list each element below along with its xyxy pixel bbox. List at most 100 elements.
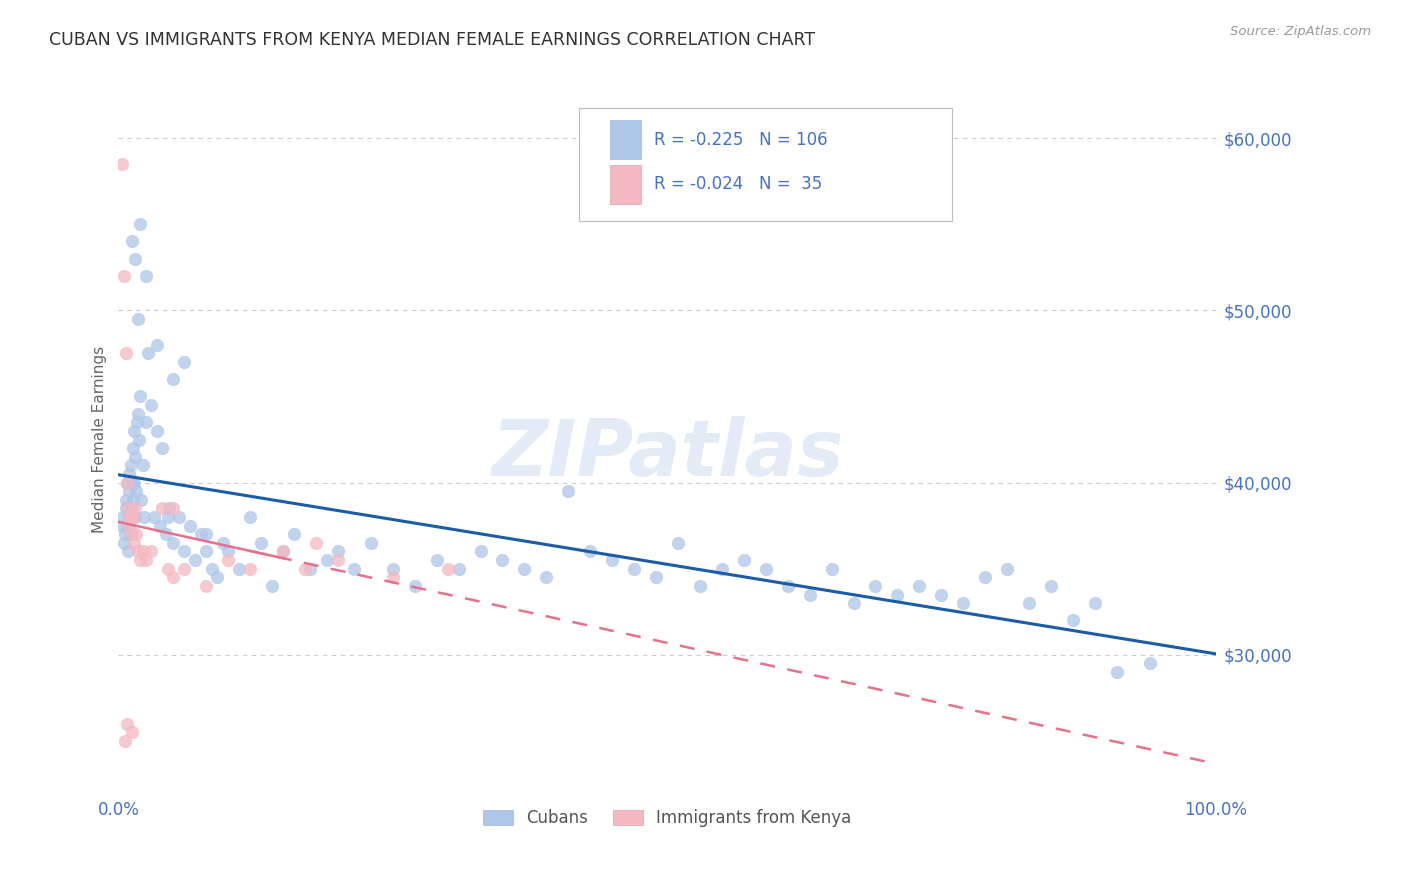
Point — [136, 346, 159, 360]
Point — [195, 527, 218, 541]
Point — [125, 527, 148, 541]
Point — [1084, 596, 1107, 610]
Point — [127, 415, 149, 429]
Point — [125, 484, 148, 499]
Point — [600, 553, 623, 567]
Point — [111, 157, 134, 171]
Point — [121, 725, 143, 739]
Point — [184, 553, 207, 567]
Point — [118, 518, 141, 533]
Point — [886, 588, 908, 602]
Text: Source: ZipAtlas.com: Source: ZipAtlas.com — [1230, 25, 1371, 38]
Point — [115, 716, 138, 731]
Point — [157, 501, 180, 516]
Point — [173, 355, 195, 369]
Point — [666, 536, 689, 550]
Point — [114, 734, 136, 748]
Point — [239, 562, 262, 576]
Point — [120, 510, 142, 524]
Point — [111, 518, 134, 533]
Point — [162, 372, 184, 386]
Point — [156, 562, 179, 576]
Point — [1040, 579, 1063, 593]
Point — [146, 424, 169, 438]
Point — [127, 407, 149, 421]
Point — [195, 579, 218, 593]
Point — [124, 510, 146, 524]
Point — [201, 562, 224, 576]
Point — [118, 510, 141, 524]
Point — [271, 544, 294, 558]
Point — [121, 235, 143, 249]
Point — [118, 510, 141, 524]
Point — [1139, 657, 1161, 671]
Point — [121, 510, 143, 524]
Point — [623, 562, 645, 576]
Point — [239, 510, 262, 524]
Point — [141, 544, 163, 558]
Point — [710, 562, 733, 576]
Point — [995, 562, 1018, 576]
FancyBboxPatch shape — [610, 120, 641, 159]
Point — [124, 252, 146, 266]
Point — [162, 570, 184, 584]
Point — [146, 338, 169, 352]
Point — [579, 544, 602, 558]
Point — [381, 570, 404, 584]
Point — [115, 492, 138, 507]
Point — [131, 458, 153, 473]
Point — [142, 510, 165, 524]
Point — [124, 501, 146, 516]
Point — [283, 527, 305, 541]
Point — [117, 544, 139, 558]
Point — [381, 562, 404, 576]
Point — [162, 501, 184, 516]
Point — [117, 501, 139, 516]
Point — [299, 562, 322, 576]
Point — [799, 588, 821, 602]
Point — [470, 544, 492, 558]
Point — [316, 553, 339, 567]
Point — [112, 268, 135, 283]
Point — [129, 553, 152, 567]
Point — [1062, 614, 1084, 628]
Point — [426, 553, 449, 567]
Point — [121, 475, 143, 490]
Point — [447, 562, 470, 576]
Point — [360, 536, 382, 550]
Point — [179, 518, 201, 533]
Point — [211, 536, 233, 550]
Point — [820, 562, 842, 576]
Point — [842, 596, 865, 610]
Point — [343, 562, 366, 576]
Point — [156, 510, 179, 524]
Point — [135, 268, 157, 283]
Point — [689, 579, 711, 593]
Point — [150, 441, 173, 455]
Point — [122, 475, 145, 490]
Point — [128, 433, 150, 447]
Point — [131, 492, 153, 507]
Point — [122, 536, 145, 550]
Point — [115, 475, 138, 490]
FancyBboxPatch shape — [579, 108, 952, 220]
Text: ZIPatlas: ZIPatlas — [491, 416, 844, 491]
Point — [755, 562, 778, 576]
Point — [162, 536, 184, 550]
Point — [260, 579, 283, 593]
Point — [124, 450, 146, 464]
Point — [121, 501, 143, 516]
Point — [122, 424, 145, 438]
Point — [513, 562, 536, 576]
Point — [149, 518, 172, 533]
Text: CUBAN VS IMMIGRANTS FROM KENYA MEDIAN FEMALE EARNINGS CORRELATION CHART: CUBAN VS IMMIGRANTS FROM KENYA MEDIAN FE… — [49, 31, 815, 49]
Point — [111, 510, 134, 524]
Point — [167, 510, 190, 524]
Point — [112, 536, 135, 550]
Point — [271, 544, 294, 558]
Point — [908, 579, 931, 593]
Point — [294, 562, 316, 576]
Point — [228, 562, 250, 576]
Point — [120, 458, 142, 473]
Point — [436, 562, 458, 576]
